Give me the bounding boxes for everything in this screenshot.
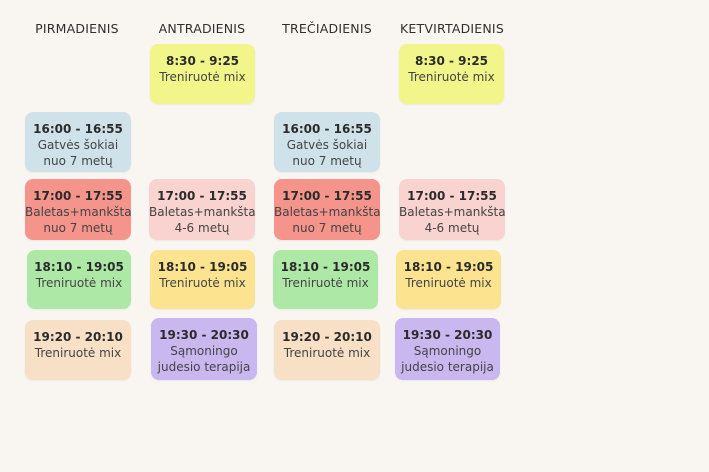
class-card: 8:30 - 9:25 Treniruotė mix <box>150 44 255 104</box>
day-header-thursday: KETVIRTADIENIS <box>400 21 504 36</box>
class-time: 17:00 - 17:55 <box>282 189 372 203</box>
class-time: 18:10 - 19:05 <box>157 260 248 274</box>
day-header-tuesday: ANTRADIENIS <box>158 21 246 36</box>
class-card: 19:20 - 20:10 Treniruotė mix <box>25 320 131 380</box>
class-card: 18:10 - 19:05 Treniruotė mix <box>27 250 131 309</box>
class-card: 17:00 - 17:55 Baletas+mankšta nuo 7 metų <box>25 179 132 240</box>
class-card: 17:00 - 17:55 Baletas+mankšta nuo 7 metų <box>274 179 381 240</box>
class-time: 18:10 - 19:05 <box>403 260 494 274</box>
class-name: Baletas+mankšta nuo 7 metų <box>274 205 381 235</box>
class-time: 18:10 - 19:05 <box>34 260 124 274</box>
class-time: 19:30 - 20:30 <box>159 328 249 342</box>
class-time: 17:00 - 17:55 <box>157 189 247 203</box>
class-time: 16:00 - 16:55 <box>33 122 123 136</box>
class-card: 19:30 - 20:30 Sąmoningo judesio terapija <box>395 318 500 380</box>
class-card: 17:00 - 17:55 Baletas+mankšta 4-6 metų <box>149 179 256 240</box>
class-name: Gatvės šokiai nuo 7 metų <box>37 138 119 168</box>
class-card: 16:00 - 16:55 Gatvės šokiai nuo 7 metų <box>25 112 131 172</box>
class-name: Baletas+mankšta 4-6 metų <box>149 205 256 235</box>
class-name: Sąmoningo judesio terapija <box>401 344 494 374</box>
class-card: 18:10 - 19:05 Treniruotė mix <box>273 250 378 309</box>
class-time: 8:30 - 9:25 <box>165 54 240 68</box>
day-header-wednesday: TREČIADIENIS <box>282 21 372 36</box>
class-name: Treniruotė mix <box>283 346 371 360</box>
class-name: Treniruotė mix <box>159 70 246 84</box>
class-name: Treniruotė mix <box>34 346 122 360</box>
class-time: 19:20 - 20:10 <box>282 330 372 344</box>
class-name: Treniruotė mix <box>408 70 495 84</box>
class-name: Baletas+mankšta 4-6 metų <box>399 205 506 235</box>
day-header-monday: PIRMADIENIS <box>35 21 119 36</box>
class-name: Sąmoningo judesio terapija <box>157 344 251 374</box>
class-time: 18:10 - 19:05 <box>280 260 371 274</box>
class-card: 18:10 - 19:05 Treniruotė mix <box>150 250 255 309</box>
class-card: 18:10 - 19:05 Treniruotė mix <box>396 250 501 309</box>
class-time: 17:00 - 17:55 <box>33 189 123 203</box>
class-card: 16:00 - 16:55 Gatvės šokiai nuo 7 metų <box>274 112 380 172</box>
class-time: 8:30 - 9:25 <box>414 54 489 68</box>
class-name: Treniruotė mix <box>282 276 369 290</box>
class-time: 19:20 - 20:10 <box>33 330 123 344</box>
class-name: Baletas+mankšta nuo 7 metų <box>25 205 132 235</box>
class-name: Treniruotė mix <box>159 276 246 290</box>
class-name: Treniruotė mix <box>405 276 492 290</box>
class-card: 19:20 - 20:10 Treniruotė mix <box>274 320 380 380</box>
class-time: 16:00 - 16:55 <box>282 122 372 136</box>
class-name: Gatvės šokiai nuo 7 metų <box>286 138 368 168</box>
class-name: Treniruotė mix <box>35 276 123 290</box>
class-card: 19:30 - 20:30 Sąmoningo judesio terapija <box>151 318 257 380</box>
class-time: 19:30 - 20:30 <box>402 328 493 342</box>
class-card: 8:30 - 9:25 Treniruotė mix <box>399 44 504 104</box>
class-time: 17:00 - 17:55 <box>407 189 497 203</box>
class-card: 17:00 - 17:55 Baletas+mankšta 4-6 metų <box>399 179 506 240</box>
